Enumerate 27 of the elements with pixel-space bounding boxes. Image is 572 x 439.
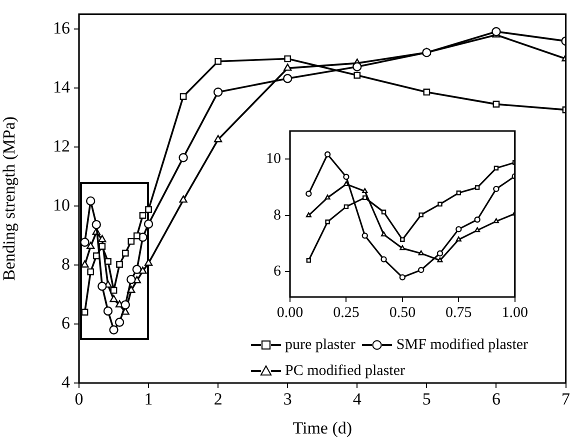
x-tick-label: 0.50 xyxy=(389,304,416,321)
x-tick-label: 6 xyxy=(492,390,500,409)
x-tick-label: 0.75 xyxy=(446,304,472,321)
x-tick-label: 0.00 xyxy=(276,304,304,321)
x-tick-label: 1 xyxy=(144,390,153,409)
x-tick-label: 2 xyxy=(214,390,222,409)
legend-label: SMF modified plaster xyxy=(396,336,528,355)
y-tick-label: 8 xyxy=(62,254,70,274)
y-tick-label: 12 xyxy=(53,136,70,156)
x-tick-label: 4 xyxy=(352,390,362,409)
y-tick-label: 10 xyxy=(266,151,281,168)
y-tick-label: 14 xyxy=(53,77,70,96)
x-axis-title: Time (d) xyxy=(292,418,352,438)
legend-label: pure plaster xyxy=(285,336,356,355)
y-tick-label: 6 xyxy=(274,264,282,280)
y-axis-title: Bending strength (MPa) xyxy=(0,116,19,281)
y-tick-label: 8 xyxy=(274,207,281,224)
x-tick-label: 0.25 xyxy=(333,304,360,321)
x-tick-label: 0 xyxy=(74,390,84,409)
y-tick-label: 4 xyxy=(62,372,70,392)
x-tick-label: 3 xyxy=(283,390,292,409)
x-tick-label: 1.00 xyxy=(502,304,528,321)
x-tick-label: 5 xyxy=(422,390,431,409)
y-tick-label: 16 xyxy=(53,18,70,38)
y-tick-label: 10 xyxy=(53,195,70,214)
legend-label: PC modified plaster xyxy=(285,362,405,381)
x-tick-label: 7 xyxy=(562,390,570,409)
